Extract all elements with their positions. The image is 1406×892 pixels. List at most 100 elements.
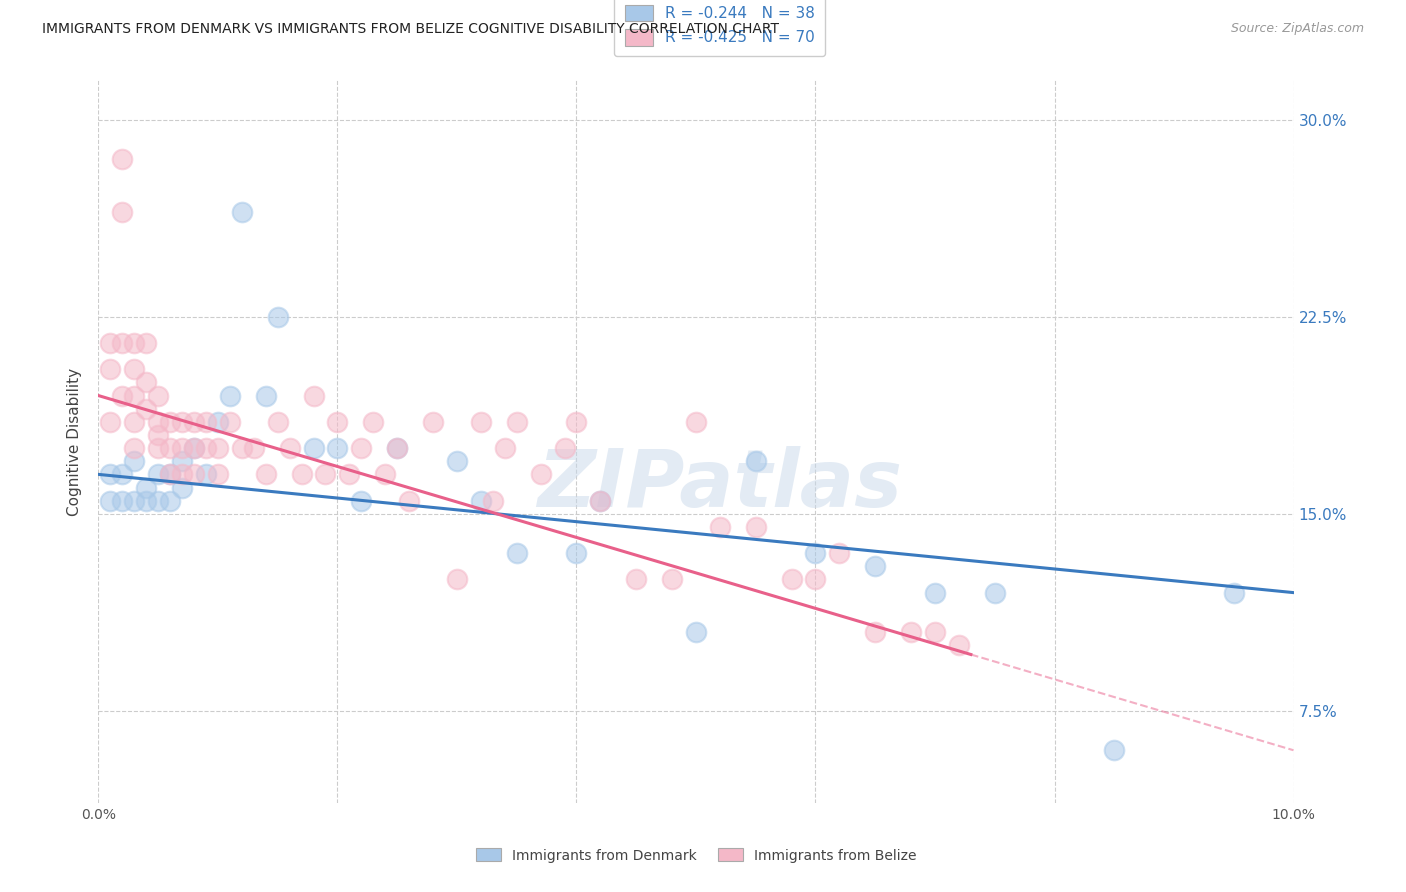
Point: [98, 415, 122, 429]
Point: [685, 625, 707, 640]
Point: [124, 415, 146, 429]
Point: [159, 467, 181, 482]
Legend: Immigrants from Denmark, Immigrants from Belize: Immigrants from Denmark, Immigrants from…: [470, 843, 922, 868]
Point: [243, 441, 266, 455]
Point: [482, 493, 505, 508]
Point: [98, 493, 122, 508]
Point: [589, 493, 612, 508]
Point: [589, 493, 612, 508]
Point: [111, 152, 134, 166]
Point: [159, 415, 181, 429]
Point: [124, 493, 146, 508]
Point: [183, 415, 205, 429]
Point: [315, 467, 337, 482]
Point: [135, 401, 157, 416]
Point: [804, 546, 827, 560]
Point: [135, 376, 157, 390]
Text: ZIPatlas: ZIPatlas: [537, 446, 903, 524]
Point: [219, 388, 242, 402]
Point: [900, 625, 922, 640]
Point: [148, 415, 170, 429]
Point: [339, 467, 361, 482]
Point: [207, 441, 229, 455]
Point: [98, 336, 122, 351]
Point: [470, 493, 492, 508]
Point: [148, 467, 170, 482]
Point: [111, 336, 134, 351]
Point: [865, 559, 887, 574]
Point: [195, 467, 218, 482]
Point: [124, 454, 146, 468]
Point: [159, 441, 181, 455]
Point: [446, 573, 468, 587]
Point: [924, 585, 946, 599]
Point: [506, 546, 529, 560]
Point: [172, 481, 194, 495]
Point: [148, 428, 170, 442]
Point: [195, 415, 218, 429]
Point: [350, 441, 373, 455]
Point: [398, 493, 420, 508]
Point: [135, 493, 157, 508]
Point: [506, 415, 529, 429]
Point: [98, 362, 122, 376]
Point: [326, 415, 349, 429]
Point: [302, 441, 325, 455]
Point: [530, 467, 553, 482]
Point: [231, 441, 253, 455]
Point: [254, 388, 277, 402]
Point: [865, 625, 887, 640]
Point: [385, 441, 409, 455]
Point: [159, 493, 181, 508]
Point: [385, 441, 409, 455]
Point: [828, 546, 851, 560]
Point: [291, 467, 314, 482]
Point: [148, 493, 170, 508]
Point: [111, 388, 134, 402]
Y-axis label: Cognitive Disability: Cognitive Disability: [67, 368, 83, 516]
Point: [565, 546, 588, 560]
Point: [254, 467, 277, 482]
Point: [422, 415, 444, 429]
Point: [278, 441, 301, 455]
Point: [685, 415, 707, 429]
Point: [219, 415, 242, 429]
Point: [111, 204, 134, 219]
Point: [565, 415, 588, 429]
Point: [195, 441, 218, 455]
Point: [172, 415, 194, 429]
Point: [267, 310, 290, 324]
Point: [554, 441, 576, 455]
Point: [446, 454, 468, 468]
Point: [111, 467, 134, 482]
Point: [207, 415, 229, 429]
Point: [363, 415, 385, 429]
Point: [172, 467, 194, 482]
Point: [661, 573, 683, 587]
Point: [183, 441, 205, 455]
Point: [745, 454, 768, 468]
Point: [804, 573, 827, 587]
Point: [183, 467, 205, 482]
Point: [135, 336, 157, 351]
Point: [1104, 743, 1126, 757]
Point: [626, 573, 648, 587]
Point: [148, 388, 170, 402]
Point: [374, 467, 396, 482]
Text: Source: ZipAtlas.com: Source: ZipAtlas.com: [1230, 22, 1364, 36]
Point: [267, 415, 290, 429]
Point: [326, 441, 349, 455]
Point: [124, 441, 146, 455]
Point: [709, 520, 731, 534]
Point: [124, 388, 146, 402]
Point: [124, 336, 146, 351]
Point: [470, 415, 492, 429]
Point: [494, 441, 516, 455]
Point: [984, 585, 1007, 599]
Point: [111, 493, 134, 508]
Point: [302, 388, 325, 402]
Point: [124, 362, 146, 376]
Point: [780, 573, 803, 587]
Point: [350, 493, 373, 508]
Point: [1223, 585, 1246, 599]
